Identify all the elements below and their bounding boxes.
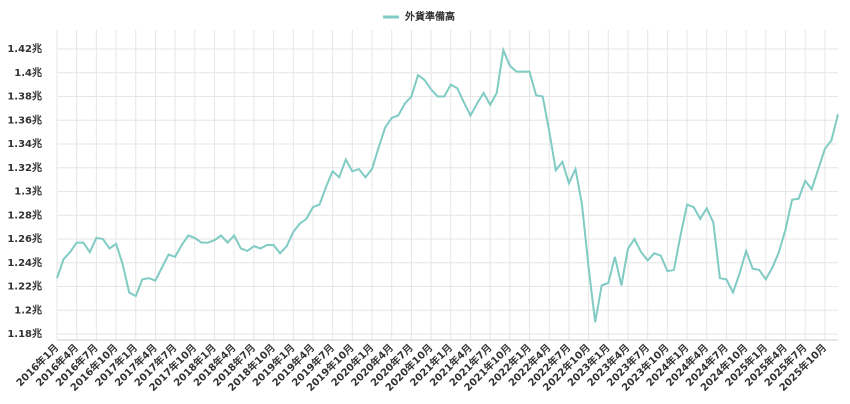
data-line [56, 46, 839, 323]
y-tick-label: 1.36兆 [7, 113, 42, 126]
y-tick-label: 1.2兆 [14, 303, 42, 316]
y-tick-label: 1.22兆 [7, 280, 42, 293]
y-tick-label: 1.24兆 [7, 256, 42, 269]
y-tick-label: 1.18兆 [7, 327, 42, 340]
y-tick-label: 1.26兆 [7, 232, 42, 245]
y-tick-label: 1.28兆 [7, 208, 42, 221]
y-tick-label: 1.32兆 [7, 161, 42, 174]
y-tick-label: 1.3兆 [14, 185, 42, 198]
y-tick-label: 1.38兆 [7, 90, 42, 103]
y-tick-label: 1.42兆 [7, 42, 42, 55]
y-tick-label: 1.34兆 [7, 137, 42, 150]
legend-label: 外貨準備高 [404, 10, 455, 23]
y-tick-label: 1.4兆 [14, 66, 42, 79]
